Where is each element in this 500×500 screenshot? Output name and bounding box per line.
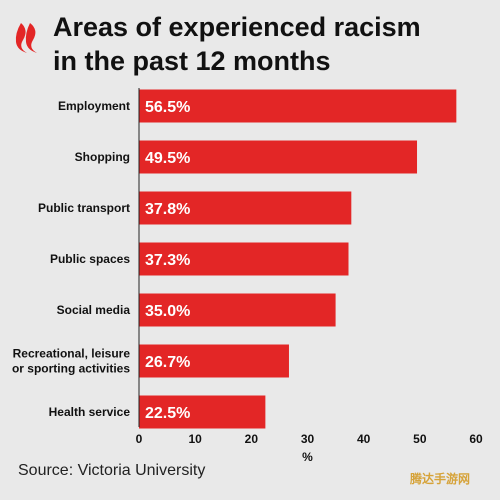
bar-5 <box>139 344 289 378</box>
bar-value-label: 35.0% <box>145 303 190 320</box>
x-tick-label: 30 <box>301 432 315 446</box>
sbs-logo-icon <box>15 23 37 53</box>
x-tick-label: 0 <box>136 432 143 446</box>
source-caption: Source: Victoria University <box>18 462 206 479</box>
x-tick-label: 50 <box>413 432 427 446</box>
bar-value-label: 37.8% <box>145 201 190 218</box>
category-label: or sporting activities <box>12 362 130 376</box>
x-tick-label: 60 <box>469 432 483 446</box>
x-tick-label: 10 <box>188 432 202 446</box>
category-label: Public transport <box>38 201 130 215</box>
chart-title-line-2: in the past 12 months <box>53 46 331 76</box>
bar-value-label: 49.5% <box>145 150 190 167</box>
bar-value-label: 22.5% <box>145 405 190 422</box>
category-label: Shopping <box>75 150 130 164</box>
bar-3 <box>139 242 349 276</box>
bar-value-label: 56.5% <box>145 99 190 116</box>
bar-4 <box>139 293 336 327</box>
x-tick-label: 40 <box>357 432 371 446</box>
bar-1 <box>139 140 418 174</box>
category-label: Employment <box>58 99 130 113</box>
bar-value-label: 26.7% <box>145 354 190 371</box>
chart-title-line-1: Areas of experienced racism <box>53 12 421 42</box>
category-label: Public spaces <box>50 252 130 266</box>
x-tick-label: 20 <box>245 432 259 446</box>
bar-value-label: 37.3% <box>145 252 190 269</box>
category-label: Social media <box>57 303 131 317</box>
bar-2 <box>139 191 352 225</box>
bar-0 <box>139 89 457 123</box>
category-label: Health service <box>49 405 131 419</box>
bar-6 <box>139 395 266 429</box>
category-label: Recreational, leisure <box>13 347 131 361</box>
x-axis-label: % <box>302 450 313 464</box>
watermark: 腾达手游网 <box>410 472 471 486</box>
